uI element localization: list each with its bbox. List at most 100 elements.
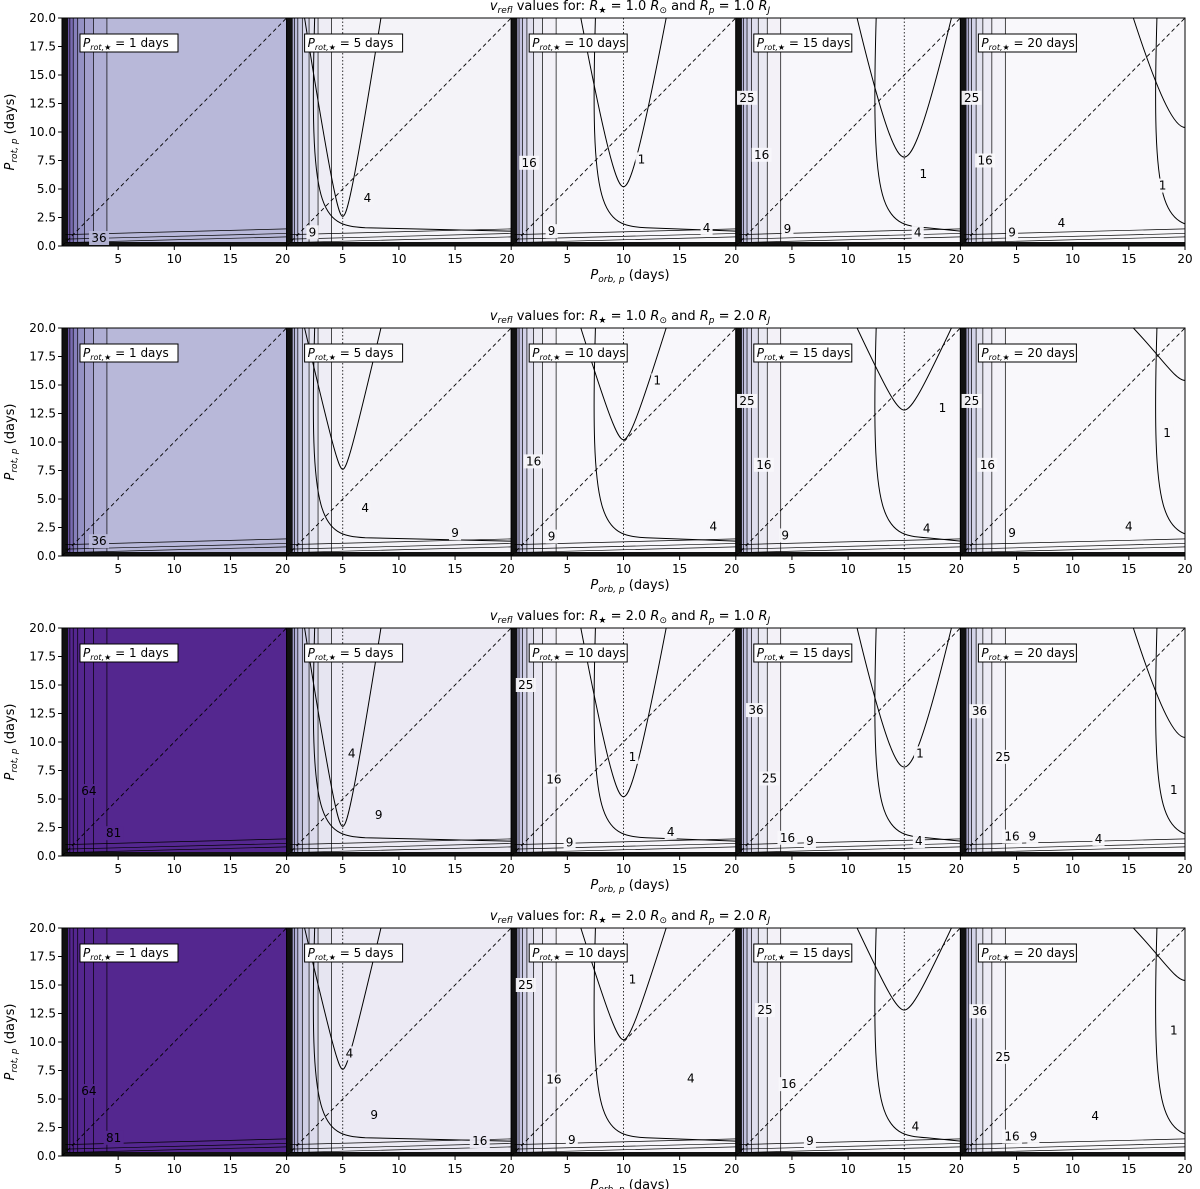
panel-3-1: 64 81 Prot,★ = 1 days 5 10 15 20 [61,627,290,876]
heatmap-edge [62,928,68,1156]
panel-label-box [79,943,179,963]
panel-label-unit: days [818,36,850,50]
diagonal-line [286,328,512,556]
x-tick-label: 5 [1013,252,1021,266]
contour-line [963,546,1186,553]
contour-line [963,228,1186,235]
row-title-rp-sub: p [708,916,715,926]
panel-label-sub: rot,★ [90,953,111,962]
panel-label-value: 5 [354,646,362,660]
contour-label-bg [912,834,925,849]
panel-label-box [977,33,1077,53]
contour-label-bg [913,746,926,761]
panel-label-eq: = [785,946,803,960]
x-tick-label: 5 [114,562,122,576]
contour-line [963,846,1186,853]
contour-label-bg [777,830,798,845]
contour-label-bg [1167,782,1180,797]
y-axis-label-sub: rot, p [10,1048,20,1072]
panel-label-P: P [532,346,540,360]
row-title-rp-sym: R [700,609,709,624]
diagonal-line [62,928,287,1156]
contour-line [593,328,736,542]
panel-label-eq: = [560,346,578,360]
contour-label: 36 [91,231,106,245]
contour-label-bg [779,528,792,543]
contour-label: 1 [939,401,947,415]
panel-label: Prot,★ = 5 days [308,346,394,362]
panel-2-1: 36 Prot,★ = 1 days 5 10 15 20 [61,327,290,576]
heatmap-edge [286,328,293,556]
x-tick-label: 5 [114,862,122,876]
y-axis-label-P: P [3,772,18,780]
row-title-rj-sub: J [766,916,771,926]
x-tick-label: 20 [275,1162,290,1176]
row-title-rj: R [758,909,767,924]
heatmap-edge [511,328,518,556]
contour-label-bg [961,393,982,408]
row-title-sub: refl [498,916,513,926]
panel-label-box [304,33,404,53]
row-title-rsun: R [650,0,659,14]
contour-label-bg [345,746,358,761]
x-axis-label-unit: (days) [625,1178,670,1189]
contour-label: 16 [522,156,537,170]
contour-label-bg [1002,1129,1023,1144]
panel-label-unit: days [137,346,169,360]
contour-label: 25 [964,91,979,105]
x-tick-label: 15 [897,862,912,876]
contour-label: 4 [1058,216,1066,230]
panel-label-box [528,943,628,963]
panel-label-box [304,643,404,663]
x-axis-label: Porb, p (days) [590,878,669,895]
heatmap-floor [511,242,736,246]
panel-label: Prot,★ = 15 days [757,646,850,662]
contour-label-bg [519,155,540,170]
x-tick-label: 10 [1065,562,1080,576]
contour-line [514,843,736,850]
panel-label-eq: = [1010,346,1028,360]
panel-label-unit: days [593,346,625,360]
x-tick-label: 10 [840,252,855,266]
row-title-rstar-sym: R [589,0,598,14]
contour-label-bg [449,526,462,541]
contour-line [1155,328,1186,542]
y-axis-label-sub: rot, p [10,448,20,472]
x-tick-label: 20 [275,562,290,576]
panel-label-value: 20 [1027,946,1042,960]
y-axis-label-unit: (days) [3,1004,18,1049]
panel-label-eq: = [785,646,803,660]
panel-label-box [977,643,1077,663]
panel-label-P: P [757,946,765,960]
x-axis-label-unit: (days) [625,268,670,283]
row-title-sub: refl [498,616,513,626]
row-title-rstar: = 1.0 [606,0,650,14]
contour-label-bg [1089,1109,1102,1124]
x-axis-label-sub: orb, p [598,885,625,895]
y-tick-label: 5.0 [37,492,56,506]
panel-label-P: P [981,946,989,960]
contour-line [289,843,512,850]
heatmap-floor [62,552,287,556]
contour-label: 1 [1170,1024,1178,1038]
contour-line [739,543,961,550]
row-title-prefix: values for: [513,309,590,324]
heatmap-floor [62,242,287,246]
y-tick-label: 17.5 [29,950,56,964]
panel-label-P: P [981,36,989,50]
contour-label: 4 [667,825,675,839]
panel-label-box [79,343,179,363]
y-tick-label: 2.5 [37,211,56,225]
contour-line [1155,928,1186,1142]
x-tick-label: 10 [616,562,631,576]
row-title-v: v [490,909,498,924]
contour-label-bg [1027,1129,1040,1144]
contour-line [874,328,961,542]
diagonal-line [960,328,1186,556]
row-title-rstar: = 2.0 [606,909,650,924]
contour-label: 25 [995,750,1010,764]
contour-label: 9 [548,224,556,238]
x-tick-label: 15 [672,1162,687,1176]
contour-label-bg [975,153,996,168]
y-axis-label-sub: rot, p [10,138,20,162]
